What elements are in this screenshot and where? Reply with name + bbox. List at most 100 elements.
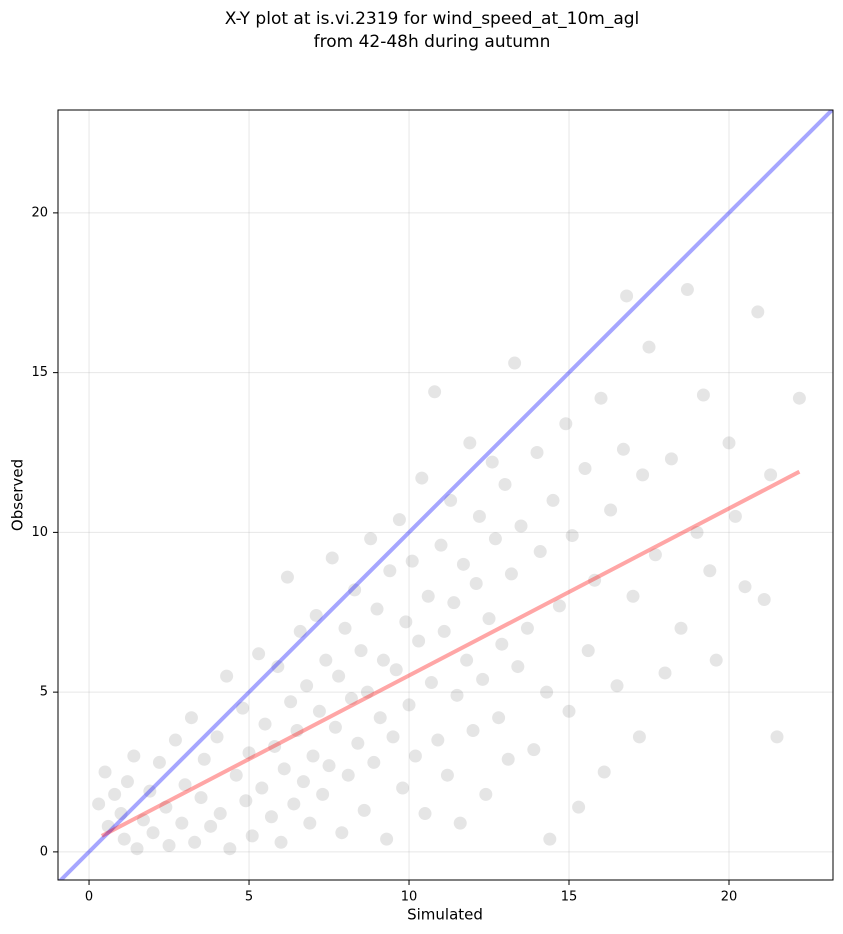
scatter-point [236, 701, 250, 715]
scatter-point [344, 692, 358, 706]
scatter-point [367, 755, 381, 769]
x-tick-label: 0 [85, 890, 93, 905]
scatter-point [690, 525, 704, 539]
chart-title: from 42-48h during autumn [314, 32, 551, 52]
scatter-point [127, 749, 141, 763]
scatter-point [376, 653, 390, 667]
scatter-point [108, 787, 122, 801]
scatter-point [543, 832, 557, 846]
scatter-point [508, 356, 522, 370]
x-tick-label: 15 [561, 890, 578, 905]
scatter-point [194, 791, 208, 805]
scatter-point [325, 551, 339, 565]
scatter-point [239, 794, 253, 808]
scatter-point [696, 388, 710, 402]
scatter-point [280, 570, 294, 584]
scatter-point [530, 446, 544, 460]
scatter-point [408, 749, 422, 763]
x-tick-label: 10 [401, 890, 418, 905]
scatter-point [738, 580, 752, 594]
x-tick-label: 20 [721, 890, 738, 905]
scatter-point [341, 768, 355, 782]
scatter-point [450, 688, 464, 702]
scatter-point [418, 807, 432, 821]
scatter-point [220, 669, 234, 683]
scatter-point [178, 778, 192, 792]
scatter-point [370, 602, 384, 616]
scatter-point [456, 557, 470, 571]
scatter-point [92, 797, 106, 811]
scatter-point [197, 752, 211, 766]
scatter-point [351, 736, 365, 750]
scatter-point [184, 711, 198, 725]
scatter-point [421, 589, 435, 603]
scatter-point [444, 493, 458, 507]
scatter-point [632, 730, 646, 744]
scatter-point [229, 768, 243, 782]
scatter-point [159, 800, 173, 814]
scatter-point [98, 765, 112, 779]
scatter-point [709, 653, 723, 667]
scatter-point [514, 519, 528, 533]
scatter-point [674, 621, 688, 635]
scatter-point [175, 816, 189, 830]
scatter-point [501, 752, 515, 766]
chart-title: X-Y plot at is.vi.2319 for wind_speed_at… [225, 9, 640, 29]
scatter-point [357, 803, 371, 817]
scatter-point [463, 436, 477, 450]
scatter-point [562, 704, 576, 718]
scatter-point [620, 289, 634, 303]
scatter-point [578, 461, 592, 475]
scatter-point [664, 452, 678, 466]
scatter-point [466, 723, 480, 737]
scatter-point [114, 807, 128, 821]
scatter-point [252, 647, 266, 661]
scatter-point [460, 653, 474, 667]
scatter-point [402, 698, 416, 712]
scatter-point [332, 669, 346, 683]
scatter-point [728, 509, 742, 523]
scatter-point [380, 832, 394, 846]
x-tick-label: 5 [245, 890, 253, 905]
scatter-point [636, 468, 650, 482]
scatter-point [488, 532, 502, 546]
scatter-point [396, 781, 410, 795]
x-axis-label: Simulated [407, 906, 483, 924]
scatter-point [485, 455, 499, 469]
scatter-point [588, 573, 602, 587]
scatter-point [162, 838, 176, 852]
scatter-point [312, 704, 326, 718]
scatter-point [434, 538, 448, 552]
scatter-point [303, 816, 317, 830]
scatter-point [300, 679, 314, 693]
scatter-point [616, 442, 630, 456]
scatter-point [338, 621, 352, 635]
scatter-point [610, 679, 624, 693]
scatter-point [188, 835, 202, 849]
scatter-point [210, 730, 224, 744]
scatter-point [309, 608, 323, 622]
scatter-point [498, 477, 512, 491]
scatter-point [328, 720, 342, 734]
scatter-point [453, 816, 467, 830]
fit-line [58, 110, 833, 880]
scatter-point [520, 621, 534, 635]
scatter-point [136, 813, 150, 827]
scatter-point [296, 775, 310, 789]
scatter-point [223, 842, 237, 856]
scatter-point [335, 826, 349, 840]
scatter-point [552, 599, 566, 613]
scatter-point [703, 564, 717, 578]
y-axis-label: Observed [9, 459, 27, 531]
plot-frame [57, 109, 834, 881]
fit-line [100, 469, 801, 838]
scatter-point [572, 800, 586, 814]
scatter-point [316, 787, 330, 801]
scatter-point [581, 644, 595, 658]
scatter-point [277, 762, 291, 776]
scatter-point [268, 739, 282, 753]
scatter-point [540, 685, 554, 699]
scatter-point [383, 564, 397, 578]
scatter-point [152, 755, 166, 769]
scatter-point [274, 835, 288, 849]
